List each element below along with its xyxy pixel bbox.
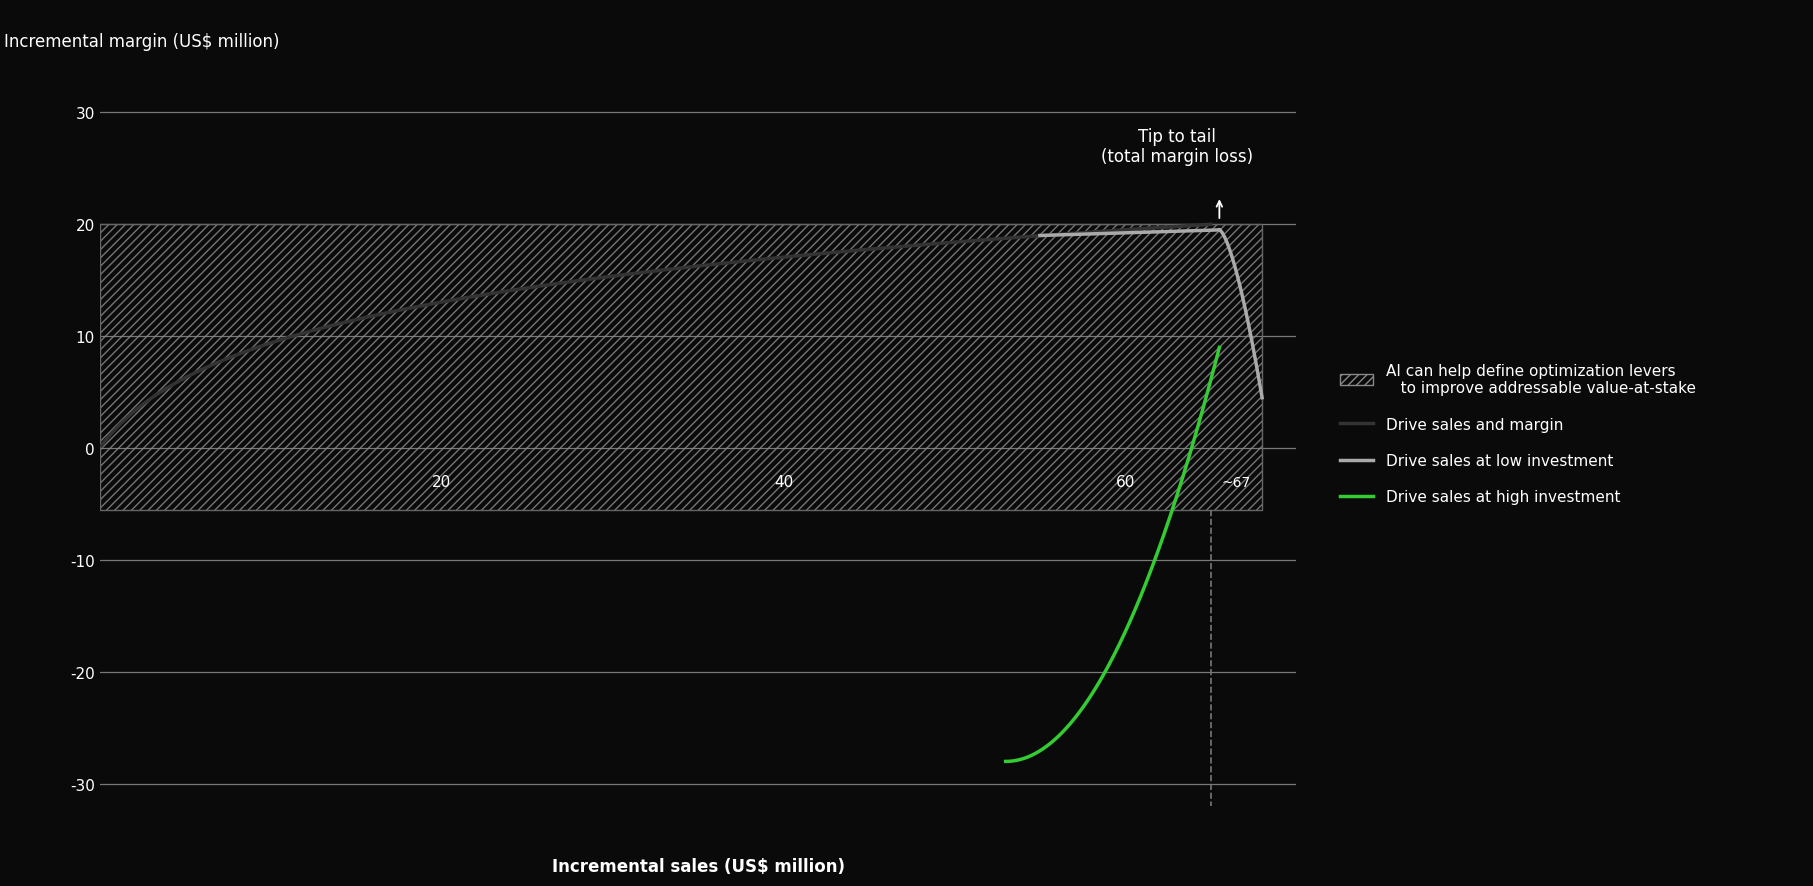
Text: ~67: ~67 bbox=[1222, 475, 1251, 489]
Legend: AI can help define optimization levers
   to improve addressable value-at-stake,: AI can help define optimization levers t… bbox=[1340, 363, 1695, 505]
Text: Incremental margin (US$ million): Incremental margin (US$ million) bbox=[4, 33, 279, 51]
Text: 20: 20 bbox=[431, 475, 451, 490]
Bar bbox=[100, 448, 1262, 510]
Text: Tip to tail
(total margin loss): Tip to tail (total margin loss) bbox=[1100, 128, 1253, 167]
Text: 40: 40 bbox=[774, 475, 792, 490]
Bar bbox=[100, 225, 1262, 448]
Text: 60: 60 bbox=[1115, 475, 1135, 490]
Text: Incremental sales (US$ million): Incremental sales (US$ million) bbox=[551, 857, 845, 875]
Bar bbox=[100, 225, 1262, 510]
